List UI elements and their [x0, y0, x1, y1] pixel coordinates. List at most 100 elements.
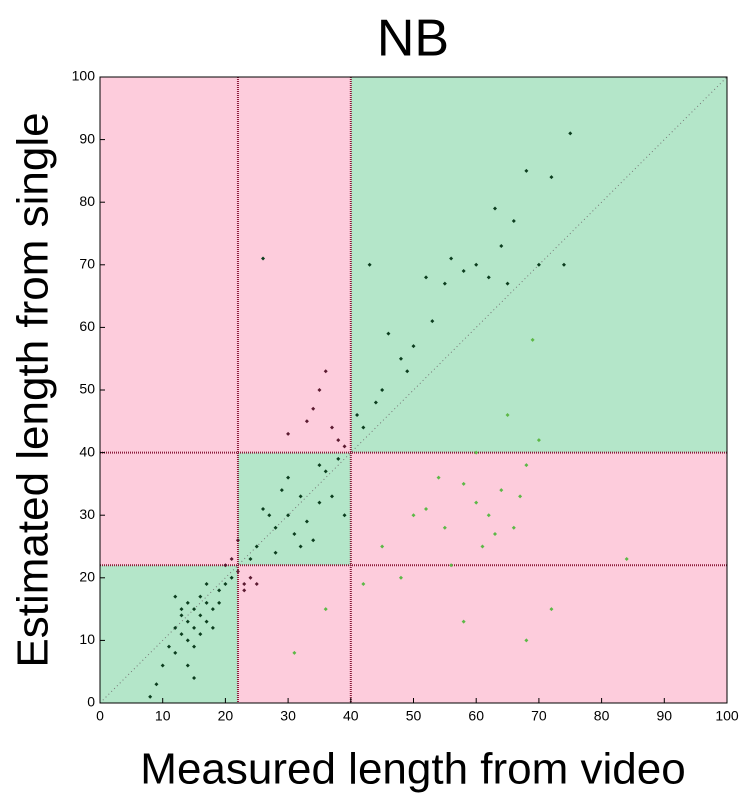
point — [424, 506, 429, 511]
point — [223, 582, 228, 587]
x-tick-label: 100 — [715, 708, 739, 724]
class-region — [100, 77, 238, 453]
point — [530, 337, 535, 342]
point — [461, 269, 466, 274]
point — [298, 544, 303, 549]
point — [154, 682, 159, 687]
point — [461, 619, 466, 624]
point — [461, 481, 466, 486]
point — [342, 513, 347, 518]
class-region — [100, 452, 238, 566]
y-axis-label: Estimated length from single — [9, 112, 58, 667]
y-tick-label: 80 — [79, 193, 95, 209]
x-tick-label: 80 — [594, 708, 610, 724]
point — [329, 494, 334, 499]
point — [536, 438, 541, 443]
point — [342, 444, 347, 449]
point — [267, 513, 272, 518]
point — [480, 544, 485, 549]
point — [179, 613, 184, 618]
class-region — [350, 565, 727, 703]
point — [217, 600, 222, 605]
class-region — [237, 452, 351, 566]
x-tick-label: 30 — [280, 708, 296, 724]
x-axis-label: Measured length from video — [140, 745, 685, 794]
point — [317, 388, 322, 392]
point — [486, 513, 491, 518]
point — [524, 463, 529, 468]
point — [449, 563, 454, 568]
point — [405, 369, 410, 374]
point — [493, 531, 498, 536]
point — [179, 607, 184, 612]
point — [204, 582, 209, 587]
point — [286, 475, 291, 480]
point — [248, 557, 253, 562]
point — [235, 538, 240, 543]
point — [511, 525, 516, 530]
y-tick-label: 10 — [79, 631, 95, 647]
point — [336, 438, 341, 443]
point — [173, 650, 178, 655]
point — [229, 557, 234, 562]
point — [430, 319, 435, 324]
y-tick-label: 0 — [87, 694, 95, 710]
point — [549, 175, 554, 180]
point — [173, 594, 178, 599]
point — [518, 494, 523, 499]
point — [248, 575, 253, 580]
x-tick-label: 60 — [468, 708, 484, 724]
point — [524, 168, 529, 173]
point — [311, 406, 316, 411]
point — [179, 632, 184, 637]
point — [292, 650, 297, 655]
x-tick-label: 70 — [531, 708, 547, 724]
x-tick-label: 20 — [218, 708, 234, 724]
point — [367, 262, 372, 267]
class-region — [237, 565, 351, 703]
point — [273, 550, 278, 555]
point — [298, 494, 303, 499]
point — [442, 525, 447, 530]
point — [173, 625, 178, 630]
point — [185, 600, 190, 605]
point — [474, 262, 479, 267]
point — [304, 419, 309, 424]
point — [493, 206, 498, 211]
point — [536, 262, 541, 267]
point — [198, 632, 203, 637]
point — [198, 613, 203, 618]
point — [361, 582, 366, 587]
point — [373, 400, 378, 405]
point — [411, 513, 416, 518]
x-tick-label: 90 — [657, 708, 673, 724]
point — [386, 331, 391, 336]
point — [317, 463, 322, 468]
point — [380, 388, 385, 392]
point — [474, 450, 479, 455]
point — [561, 262, 566, 267]
chart-title: NB — [377, 10, 449, 68]
point — [254, 582, 259, 587]
point — [549, 607, 554, 612]
point — [380, 544, 385, 549]
point — [499, 488, 504, 493]
point — [217, 588, 222, 593]
point — [336, 456, 341, 461]
point — [486, 275, 491, 280]
point — [568, 131, 573, 136]
point — [242, 582, 247, 587]
point — [411, 344, 416, 349]
x-tick-label: 10 — [155, 708, 171, 724]
point — [235, 569, 240, 574]
point — [192, 675, 197, 680]
point — [292, 531, 297, 536]
x-tick-label: 0 — [96, 708, 104, 724]
y-tick-label: 40 — [79, 443, 95, 459]
point — [505, 413, 510, 418]
point — [398, 356, 403, 361]
y-tick-label: 100 — [72, 68, 96, 84]
point — [499, 244, 504, 249]
point — [449, 256, 454, 261]
y-tick-label: 50 — [79, 381, 95, 397]
